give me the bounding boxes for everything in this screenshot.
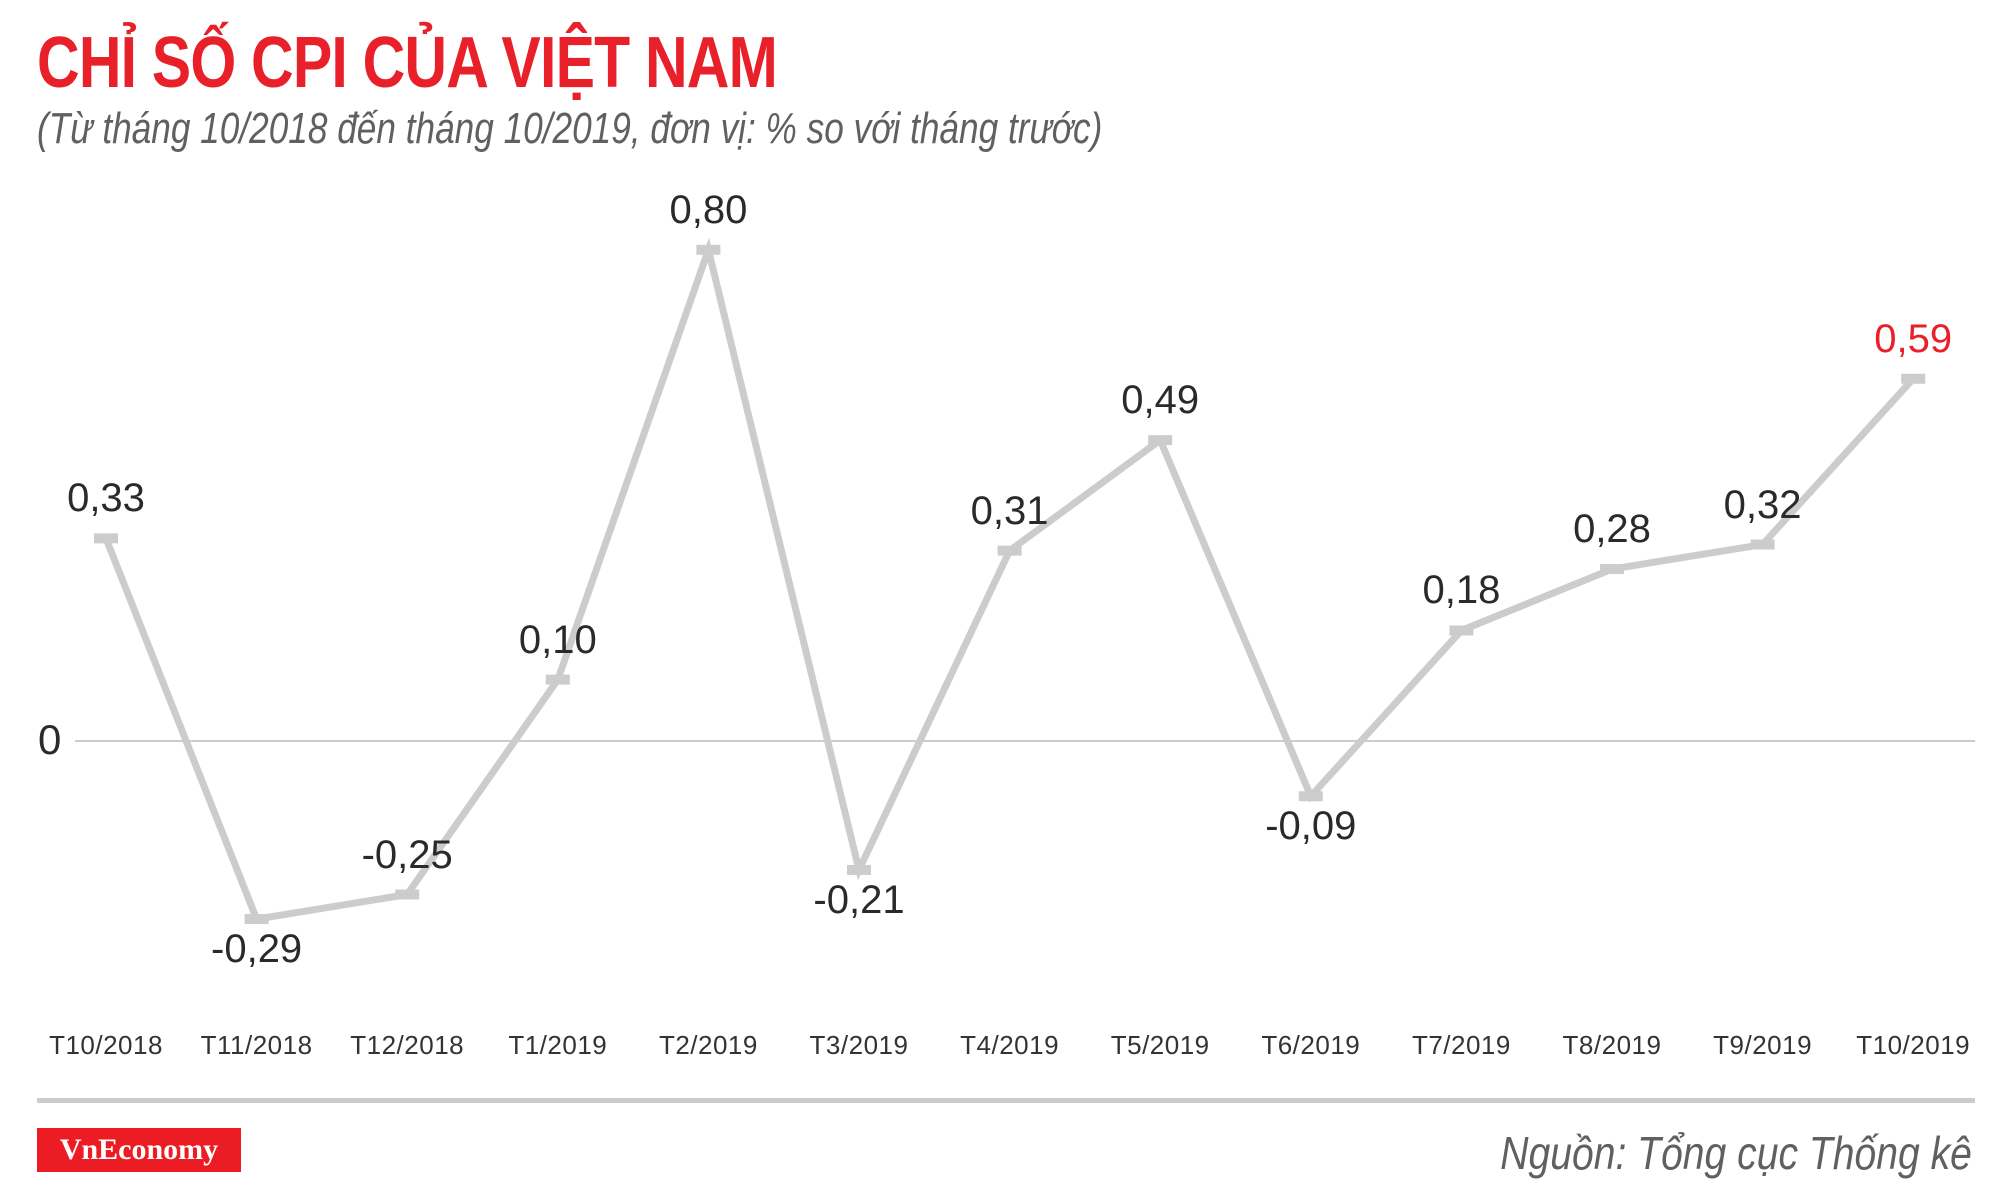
x-axis-tick-label: T11/2018 bbox=[200, 1030, 313, 1060]
data-label: 0,18 bbox=[1422, 568, 1501, 613]
source-note: Nguồn: Tổng cục Thống kê bbox=[1500, 1127, 1972, 1179]
cpi-line bbox=[102, 237, 1916, 923]
vneconomy-logo: VnEconomy bbox=[37, 1128, 241, 1172]
data-label: 0,10 bbox=[518, 617, 597, 662]
zero-axis-label: 0 bbox=[38, 716, 62, 763]
data-label: 0,33 bbox=[67, 476, 145, 521]
data-label: -0,29 bbox=[211, 927, 303, 972]
x-axis-tick-label: T10/2019 bbox=[1856, 1030, 1971, 1060]
x-axis-tick-label: T12/2018 bbox=[350, 1030, 465, 1060]
data-point-marker bbox=[847, 864, 871, 875]
x-axis-tick-label: T3/2019 bbox=[809, 1030, 909, 1060]
data-point-marker bbox=[94, 533, 118, 544]
data-label: 0,80 bbox=[669, 187, 748, 232]
data-label: 0,31 bbox=[970, 488, 1049, 533]
x-axis-tick-label: T1/2019 bbox=[508, 1030, 608, 1060]
x-axis-tick-label: T9/2019 bbox=[1713, 1030, 1813, 1060]
data-label: -0,25 bbox=[361, 832, 453, 877]
x-axis-tick-label: T10/2018 bbox=[49, 1030, 163, 1060]
data-point-marker bbox=[244, 914, 269, 925]
data-label: 0,59 bbox=[1874, 316, 1953, 361]
data-label: 0,28 bbox=[1573, 507, 1651, 552]
data-point-marker bbox=[1750, 539, 1775, 550]
data-label: -0,09 bbox=[1265, 804, 1357, 849]
data-point-marker bbox=[1600, 564, 1624, 575]
chart-subtitle: (Từ tháng 10/2018 đến tháng 10/2019, đơn… bbox=[37, 104, 1103, 153]
data-label: 0,49 bbox=[1121, 378, 1200, 423]
x-axis-tick-label: T7/2019 bbox=[1411, 1030, 1511, 1060]
data-point-marker bbox=[1298, 791, 1323, 802]
x-axis-tick-label: T8/2019 bbox=[1562, 1030, 1662, 1060]
x-axis-tick-label: T6/2019 bbox=[1261, 1030, 1361, 1060]
data-point-marker bbox=[696, 244, 721, 255]
data-label: -0,21 bbox=[813, 877, 905, 922]
data-point-marker bbox=[395, 889, 420, 900]
x-axis-tick-label: T5/2019 bbox=[1110, 1030, 1210, 1060]
data-point-marker bbox=[997, 545, 1022, 556]
footer-divider bbox=[37, 1098, 1975, 1103]
data-point-marker bbox=[1449, 625, 1474, 636]
markers bbox=[94, 244, 1926, 925]
chart-title: CHỈ SỐ CPI CỦA VIỆT NAM bbox=[37, 23, 778, 103]
data-point-marker bbox=[545, 674, 570, 685]
data-point-marker bbox=[1148, 435, 1173, 446]
data-point-marker bbox=[1901, 373, 1926, 384]
x-axis-tick-label: T4/2019 bbox=[960, 1030, 1060, 1060]
data-label: 0,32 bbox=[1723, 482, 1802, 527]
x-axis-tick-label: T2/2019 bbox=[658, 1030, 758, 1060]
